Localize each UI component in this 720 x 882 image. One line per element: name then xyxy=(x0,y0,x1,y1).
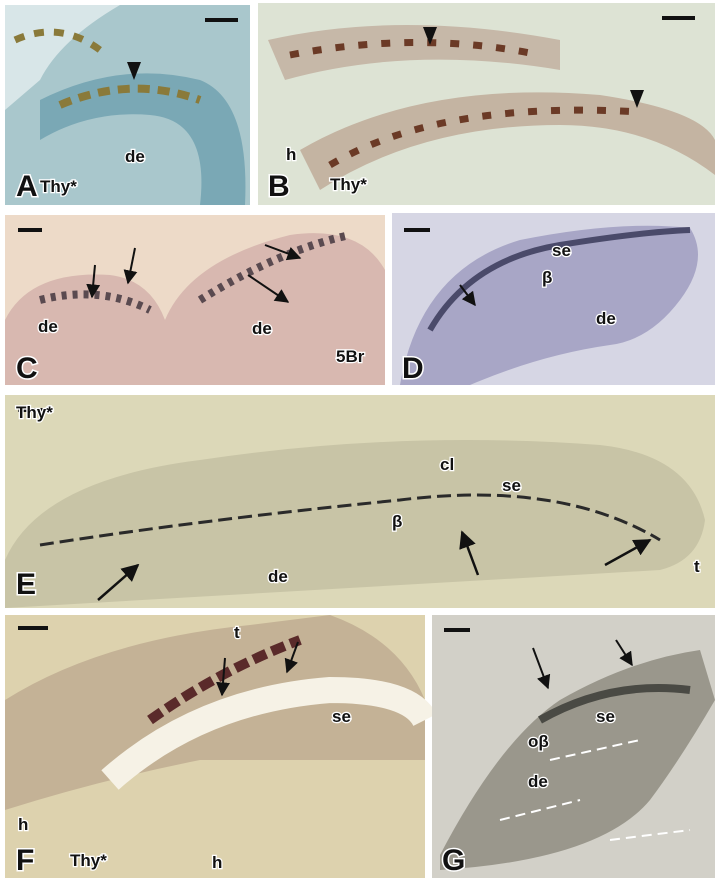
arrowhead xyxy=(630,90,644,108)
arrow xyxy=(97,563,140,601)
arrow xyxy=(247,274,290,303)
annotation-label: Thy* xyxy=(16,403,53,422)
arrow xyxy=(459,284,476,307)
epidermis xyxy=(427,227,691,332)
arrowhead xyxy=(423,27,437,45)
annotation-label: de xyxy=(596,309,616,328)
epidermis xyxy=(538,684,691,724)
arrow xyxy=(615,639,633,667)
annotation-label: β xyxy=(392,512,402,531)
annotation-label: de xyxy=(268,567,288,586)
arrow xyxy=(86,264,101,299)
annotation-label: h xyxy=(212,853,222,872)
annotation-label: h xyxy=(18,815,28,834)
pigment xyxy=(58,84,202,109)
tissue xyxy=(440,650,715,870)
tissue xyxy=(5,233,385,385)
panel-letter: F xyxy=(16,844,34,877)
pigment xyxy=(328,106,641,169)
annotation-label: t xyxy=(694,557,700,576)
annotation-label: de xyxy=(125,147,145,166)
arrow xyxy=(264,244,302,261)
panel-letter: A xyxy=(16,170,38,203)
annotation-label: de xyxy=(252,319,272,338)
tissue xyxy=(5,440,705,608)
pigment xyxy=(147,635,302,725)
annotation-label: cl xyxy=(440,455,454,474)
panel-letter: B xyxy=(268,170,290,203)
panel-letter: D xyxy=(402,352,424,385)
annotation-label: Thy* xyxy=(40,177,77,196)
annotation-label: Thy* xyxy=(330,175,367,194)
panel-letter: C xyxy=(16,352,38,385)
panel-g xyxy=(432,615,715,878)
arrow xyxy=(604,538,652,567)
annotation-label: Thy* xyxy=(70,851,107,870)
annotation-label: β xyxy=(542,268,552,287)
arrow xyxy=(532,647,551,690)
dashed-line xyxy=(499,739,691,841)
panel-c xyxy=(5,215,385,385)
arrow xyxy=(284,641,299,674)
gap xyxy=(101,676,437,790)
pigment xyxy=(13,28,103,53)
arrowhead xyxy=(127,62,141,80)
panel-d xyxy=(392,213,715,385)
pigment xyxy=(39,493,661,547)
panel-a xyxy=(5,5,250,205)
arrow xyxy=(123,247,138,285)
annotation-label: h xyxy=(286,145,296,164)
tissue xyxy=(300,92,715,190)
tissue xyxy=(400,225,698,385)
annotation-label: 5Br xyxy=(336,347,365,366)
annotation-label: t xyxy=(234,623,240,642)
annotation-label: se xyxy=(332,707,351,726)
annotation-label: de xyxy=(38,317,58,336)
panel-e xyxy=(5,395,715,608)
tissue xyxy=(40,73,246,205)
panel-letter: G xyxy=(442,844,465,877)
annotation-label: oβ xyxy=(528,732,549,751)
panel-f xyxy=(5,615,437,878)
arrow xyxy=(216,657,230,697)
annotation-label: se xyxy=(502,476,521,495)
panel-letter: E xyxy=(16,568,36,601)
annotation-label: se xyxy=(596,707,615,726)
arrow xyxy=(459,530,480,576)
annotation-label: de xyxy=(528,772,548,791)
panel-b xyxy=(258,3,715,205)
tissue xyxy=(268,25,560,80)
annotation-label: se xyxy=(552,241,571,260)
